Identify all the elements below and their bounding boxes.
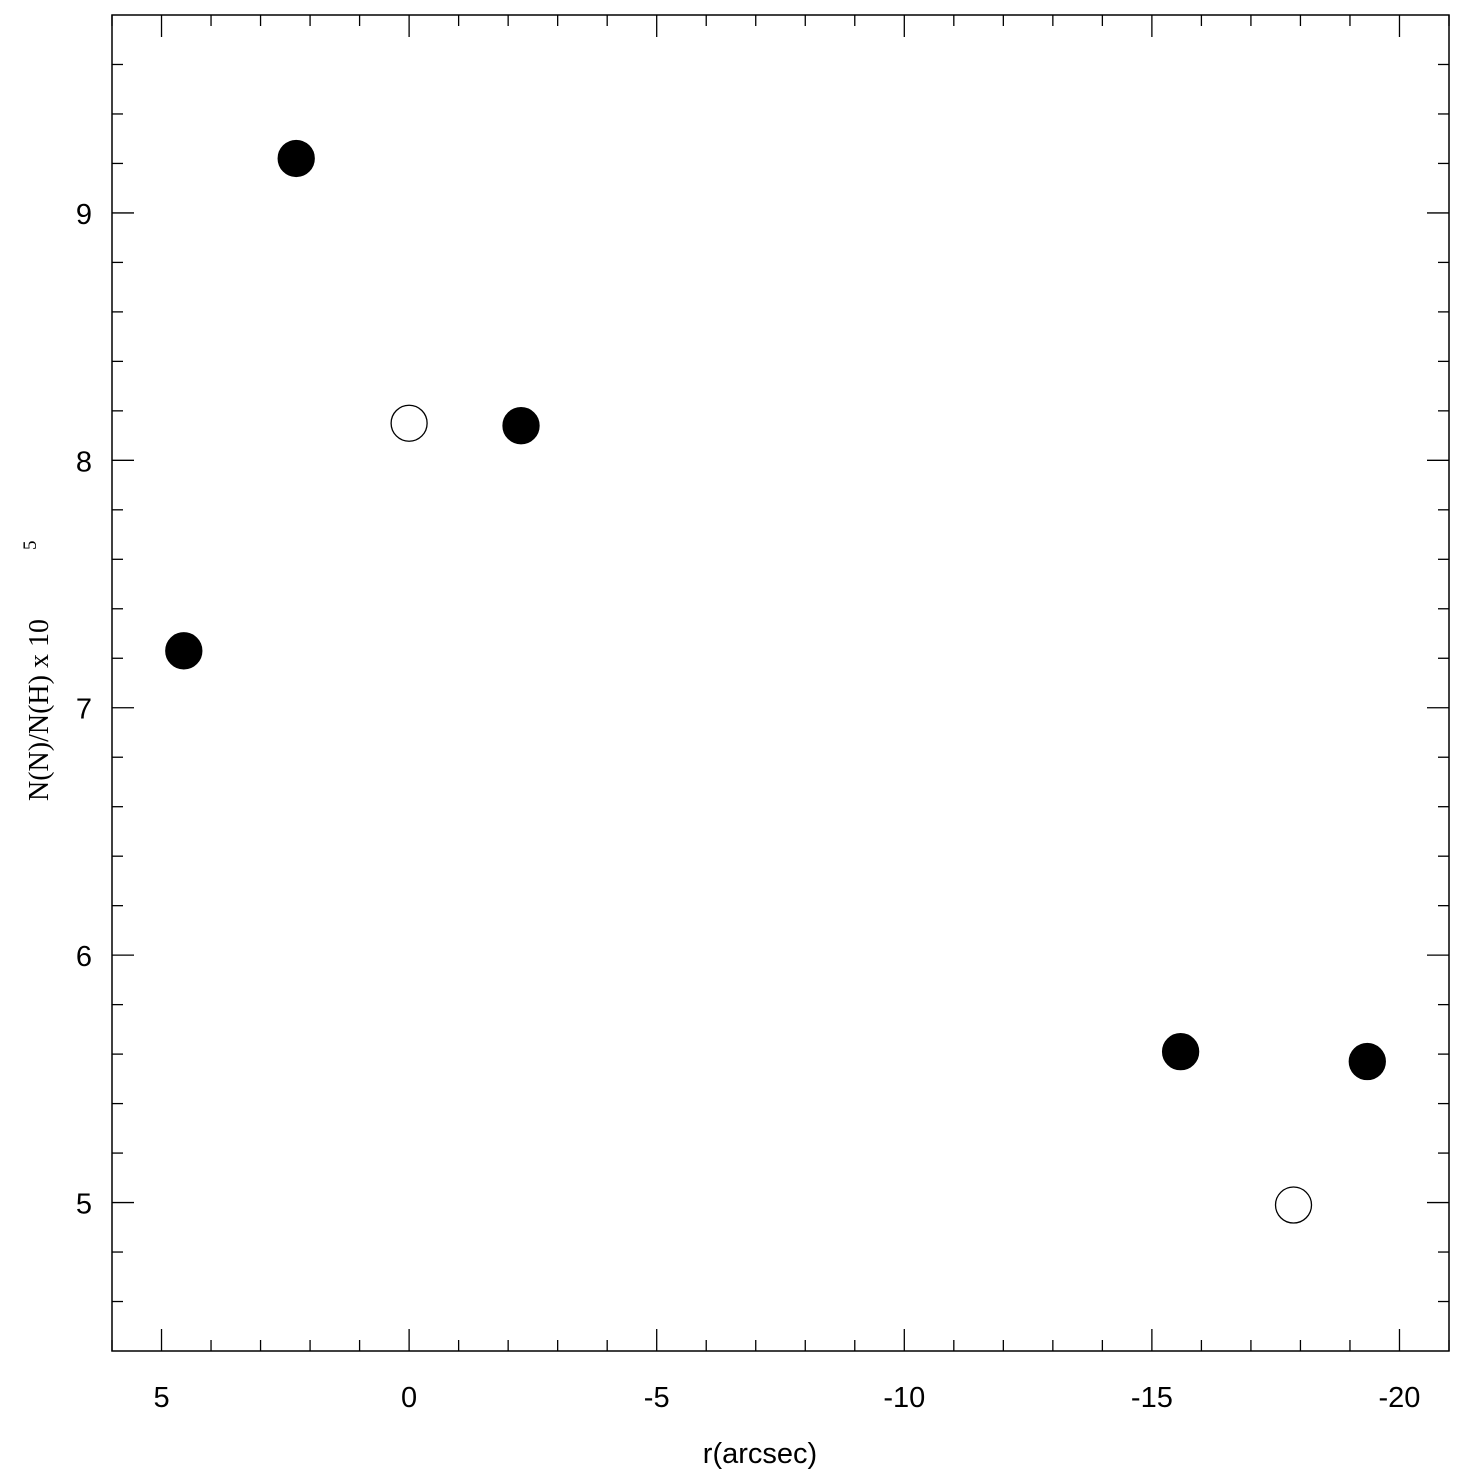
y-axis-label-exponent: 5 xyxy=(20,541,41,551)
data-point xyxy=(277,139,315,178)
x-axis-label: r(arcsec) xyxy=(703,1438,817,1470)
x-tick-label: 0 xyxy=(401,1382,417,1414)
y-tick-label: 5 xyxy=(76,1189,92,1221)
y-tick-label: 6 xyxy=(76,941,92,973)
x-tick-label: -20 xyxy=(1379,1382,1421,1414)
x-tick-label: -10 xyxy=(883,1382,925,1414)
y-axis-label: N(N)/N(H) x 10 xyxy=(24,619,55,801)
x-tick-label: -5 xyxy=(644,1382,670,1414)
data-point xyxy=(1348,1042,1386,1081)
y-tick-label: 9 xyxy=(76,199,92,231)
x-tick-label: -15 xyxy=(1131,1382,1173,1414)
data-point xyxy=(1274,1186,1313,1224)
data-point xyxy=(1161,1032,1200,1071)
plot-frame xyxy=(111,14,1450,1352)
x-tick-label: 5 xyxy=(153,1382,169,1414)
data-point xyxy=(165,632,203,670)
y-tick-label: 8 xyxy=(76,446,92,478)
data-point xyxy=(390,404,428,442)
data-point xyxy=(502,407,540,445)
y-tick-label: 7 xyxy=(76,694,92,726)
y-axis-label-group: N(N)/N(H) x 10 5 xyxy=(20,541,55,801)
